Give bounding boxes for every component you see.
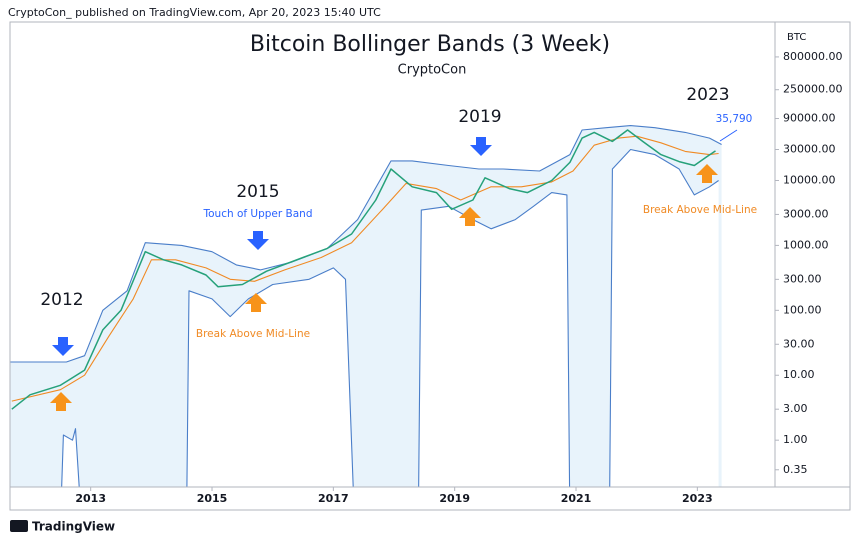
y-tick-label: 300.00 [783, 272, 822, 285]
y-tick-label: 3000.00 [783, 207, 829, 220]
y-tick-label: 800000.00 [783, 50, 843, 63]
line-price [11, 129, 716, 410]
logo [10, 520, 28, 532]
y-tick-label: 30.00 [783, 337, 815, 350]
y-tick-label: 10000.00 [783, 173, 836, 186]
line-lower-band [61, 148, 719, 487]
x-tick-label: 2015 [197, 492, 228, 505]
chart-subtitle: CryptoCon [398, 63, 467, 78]
annotation: 2012 [40, 290, 83, 310]
line-upper-band [10, 125, 722, 363]
y-tick-label: 90000.00 [783, 112, 836, 125]
annotation: Break Above Mid-Line [196, 328, 310, 340]
annotation: Break Above Mid-Line [643, 204, 757, 216]
chart-title: Bitcoin Bollinger Bands (3 Week) [250, 32, 610, 57]
plot-area [10, 125, 722, 487]
annotation: 2015 [236, 182, 279, 202]
y-tick-label: 3.00 [783, 402, 808, 415]
x-tick-label: 2023 [682, 492, 713, 505]
y-tick-label: 1.00 [783, 433, 808, 446]
line-basis [11, 135, 719, 402]
y-tick-label: 1000.00 [783, 238, 829, 251]
header: CryptoCon_ published on TradingView.com,… [8, 6, 381, 19]
arrows-up [50, 164, 718, 411]
y-tick-label: 10.00 [783, 368, 815, 381]
band-cutout [61, 149, 719, 487]
footer: TradingView [32, 520, 115, 534]
x-tick-label: 2019 [439, 492, 470, 505]
y-tick-label: 100.00 [783, 303, 822, 316]
x-tick-label: 2021 [561, 492, 592, 505]
x-tick-label: 2013 [75, 492, 106, 505]
annotation: 2019 [458, 107, 501, 127]
frame [9, 21, 851, 511]
y-tick-label: 0.35 [783, 463, 808, 476]
pointer [719, 129, 738, 142]
annotation: 2023 [686, 85, 729, 105]
arrows-down [52, 137, 492, 356]
y-tick-label: 30000.00 [783, 142, 836, 155]
y-axis-label: BTC [787, 32, 806, 43]
value-label: 35,790 [716, 113, 753, 125]
x-tick-label: 2017 [318, 492, 349, 505]
y-tick-label: 250000.00 [783, 83, 843, 96]
annotation: Touch of Upper Band [202, 208, 312, 220]
